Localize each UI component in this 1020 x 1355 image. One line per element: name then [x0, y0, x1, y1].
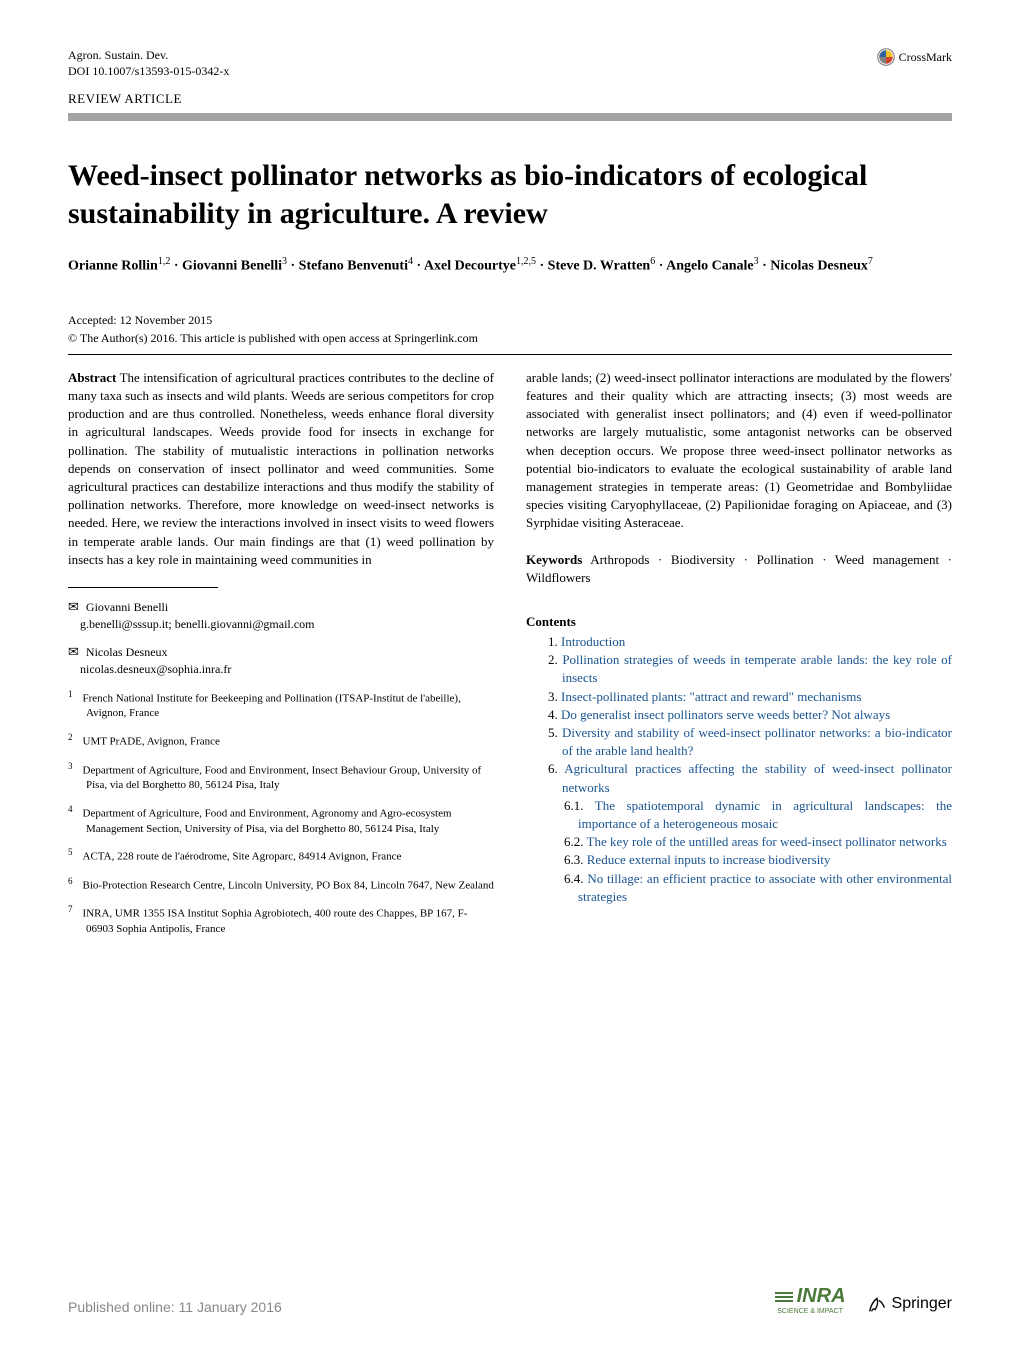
contents-link[interactable]: The spatiotemporal dynamic in agricultur… [578, 798, 952, 831]
contents-link[interactable]: Do generalist insect pollinators serve w… [561, 707, 890, 722]
contents-link[interactable]: Diversity and stability of weed-insect p… [562, 725, 952, 758]
abstract-right: arable lands; (2) weed-insect pollinator… [526, 369, 952, 533]
inra-subtitle: SCIENCE & IMPACT [777, 1308, 843, 1315]
right-column: arable lands; (2) weed-insect pollinator… [526, 369, 952, 947]
crossmark-badge[interactable]: CrossMark [877, 48, 952, 66]
affiliations-list: 1French National Institute for Beekeepin… [68, 688, 494, 937]
contents-link[interactable]: Pollination strategies of weeds in tempe… [562, 652, 952, 685]
contents-item: 3. Insect-pollinated plants: "attract an… [548, 688, 952, 706]
abstract-left: Abstract The intensification of agricult… [68, 369, 494, 569]
contents-item: 5. Diversity and stability of weed-insec… [548, 724, 952, 760]
crossmark-label: CrossMark [899, 50, 952, 65]
abstract-divider [68, 354, 952, 355]
contents-link[interactable]: Insect-pollinated plants: "attract and r… [561, 689, 861, 704]
contents-item: 6.3. Reduce external inputs to increase … [548, 851, 952, 869]
affiliation-divider [68, 587, 218, 588]
inra-text: INRA [797, 1285, 846, 1308]
contents-item: 1. Introduction [548, 633, 952, 651]
contents-label: Contents [526, 613, 952, 631]
contents-link[interactable]: Agricultural practices affecting the sta… [562, 761, 952, 794]
envelope-icon: ✉ [68, 599, 79, 614]
affiliation-item: 7INRA, UMR 1355 ISA Institut Sophia Agro… [68, 903, 494, 936]
contents-item: 6.4. No tillage: an efficient practice t… [548, 870, 952, 906]
contents-link[interactable]: The key role of the untilled areas for w… [587, 834, 947, 849]
contents-link[interactable]: Introduction [561, 634, 625, 649]
envelope-icon: ✉ [68, 644, 79, 659]
keywords-block: Keywords Arthropods · Biodiversity · Pol… [526, 551, 952, 587]
springer-text: Springer [892, 1295, 952, 1313]
affiliation-item: 2UMT PrADE, Avignon, France [68, 731, 494, 750]
abstract-left-text: The intensification of agricultural prac… [68, 370, 494, 567]
published-online: Published online: 11 January 2016 [68, 1299, 282, 1315]
contents-item: 4. Do generalist insect pollinators serv… [548, 706, 952, 724]
authors-list: Orianne Rollin1,2 · Giovanni Benelli3 · … [68, 254, 952, 277]
copyright-line: © The Author(s) 2016. This article is pu… [68, 331, 952, 346]
abstract-label: Abstract [68, 370, 116, 385]
contents-item: 6.1. The spatiotemporal dynamic in agric… [548, 797, 952, 833]
contents-link[interactable]: No tillage: an efficient practice to ass… [578, 871, 952, 904]
journal-info: Agron. Sustain. Dev. DOI 10.1007/s13593-… [68, 48, 229, 79]
two-column-layout: Abstract The intensification of agricult… [68, 369, 952, 947]
article-title: Weed-insect pollinator networks as bio-i… [68, 157, 952, 232]
journal-doi: DOI 10.1007/s13593-015-0342-x [68, 64, 229, 80]
page-footer: Published online: 11 January 2016 INRA S… [68, 1285, 952, 1315]
springer-logo: Springer [866, 1293, 952, 1315]
contents-item: 6. Agricultural practices affecting the … [548, 760, 952, 796]
affiliation-item: 4Department of Agriculture, Food and Env… [68, 803, 494, 836]
keywords-label: Keywords [526, 552, 582, 567]
affiliation-item: 5ACTA, 228 route de l'aérodrome, Site Ag… [68, 846, 494, 865]
corresponding-authors: ✉ Giovanni Benelli g.benelli@sssup.it; b… [68, 598, 494, 678]
header-row: Agron. Sustain. Dev. DOI 10.1007/s13593-… [68, 48, 952, 79]
affiliation-item: 1French National Institute for Beekeepin… [68, 688, 494, 721]
affiliation-item: 6Bio-Protection Research Centre, Lincoln… [68, 875, 494, 894]
contents-item: 2. Pollination strategies of weeds in te… [548, 651, 952, 687]
contents-link[interactable]: Reduce external inputs to increase biodi… [587, 852, 831, 867]
left-column: Abstract The intensification of agricult… [68, 369, 494, 947]
corresponding-author: ✉ Giovanni Benelli g.benelli@sssup.it; b… [68, 598, 494, 633]
contents-item: 6.2. The key role of the untilled areas … [548, 833, 952, 851]
contents-list: 1. Introduction2. Pollination strategies… [526, 633, 952, 906]
accepted-date: Accepted: 12 November 2015 [68, 313, 952, 328]
springer-icon [866, 1293, 888, 1315]
crossmark-icon [877, 48, 895, 66]
journal-name: Agron. Sustain. Dev. [68, 48, 229, 64]
inra-logo: INRA SCIENCE & IMPACT [775, 1285, 846, 1315]
article-type-underline [68, 113, 952, 121]
affiliation-item: 3Department of Agriculture, Food and Env… [68, 760, 494, 793]
article-type-label: REVIEW ARTICLE [68, 91, 952, 107]
corresponding-author: ✉ Nicolas Desneux nicolas.desneux@sophia… [68, 643, 494, 678]
keywords-values: Arthropods · Biodiversity · Pollination … [526, 552, 952, 585]
publisher-logos: INRA SCIENCE & IMPACT Springer [775, 1285, 952, 1315]
